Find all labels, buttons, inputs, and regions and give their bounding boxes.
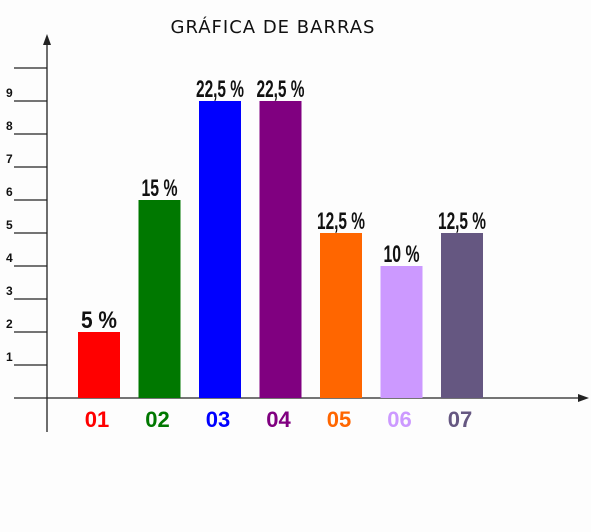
- category-label: 03: [206, 407, 230, 432]
- y-tick-label: 3: [6, 284, 13, 298]
- y-tick-label: 1: [6, 350, 13, 364]
- data-label: 12,5 %: [317, 208, 365, 235]
- y-axis-ticks: 1 2 3 4 5 6 7 8 9: [6, 67, 47, 366]
- chart-title: GRÁFICA DE BARRAS: [171, 16, 376, 38]
- category-label: 05: [327, 407, 351, 432]
- y-tick-label: 9: [6, 86, 13, 100]
- y-tick-label: 8: [6, 119, 13, 133]
- category-label: 04: [266, 407, 291, 432]
- y-tick-label: 2: [6, 317, 13, 331]
- category-label: 06: [387, 407, 411, 432]
- bar: [138, 200, 181, 398]
- x-axis-arrow: [578, 394, 589, 402]
- bar: [441, 233, 483, 398]
- data-label: 12,5 %: [438, 208, 486, 235]
- y-axis-arrow: [43, 34, 51, 45]
- data-label: 5 %: [81, 307, 117, 334]
- data-label: 22,5 %: [257, 76, 305, 103]
- y-tick-label: 5: [6, 218, 13, 232]
- data-label: 22,5 %: [196, 76, 244, 103]
- bars: [78, 101, 483, 398]
- bar: [259, 101, 302, 398]
- category-label: 07: [448, 407, 472, 432]
- bar: [380, 266, 423, 398]
- y-tick-label: 7: [6, 152, 13, 166]
- data-label: 10 %: [384, 241, 420, 268]
- y-tick-label: 4: [6, 251, 13, 265]
- category-labels: 01 02 03 04 05 06 07: [85, 407, 472, 432]
- category-label: 02: [145, 407, 169, 432]
- bar: [199, 101, 241, 398]
- y-tick-label: 6: [6, 185, 13, 199]
- data-label: 15 %: [142, 175, 178, 202]
- bar: [320, 233, 362, 398]
- bar: [78, 332, 120, 398]
- category-label: 01: [85, 407, 109, 432]
- data-labels: 5 % 15 % 22,5 % 22,5 % 12,5 % 10 % 12,5 %: [81, 76, 486, 334]
